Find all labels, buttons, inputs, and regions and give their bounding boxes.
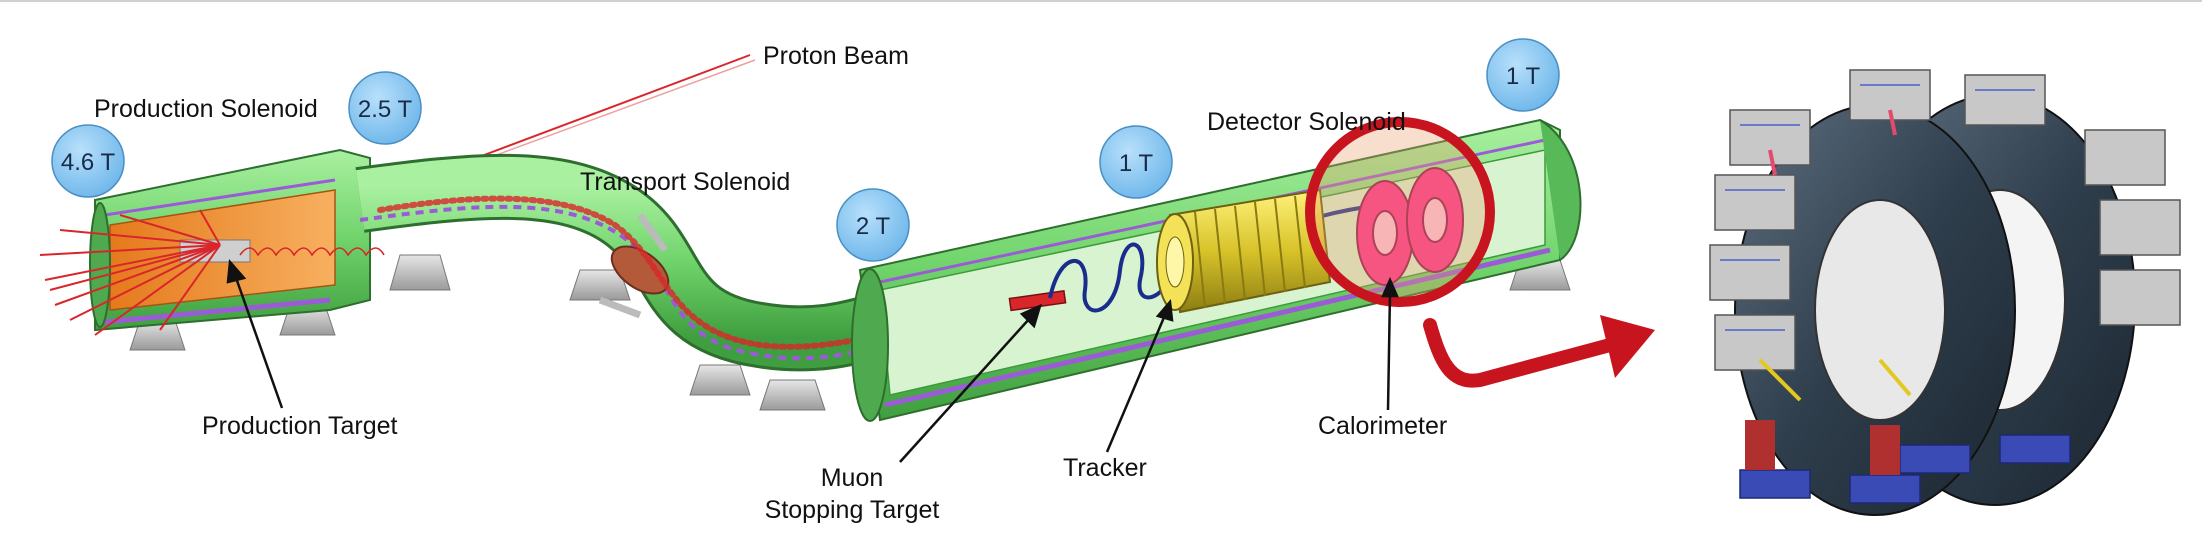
badge-value: 2 T xyxy=(856,213,891,240)
badge-value: 4.6 T xyxy=(61,149,116,176)
label-proton-beam: Proton Beam xyxy=(763,42,909,70)
label-detector-solenoid: Detector Solenoid xyxy=(1207,108,1406,136)
field-badge-production-inner: 4.6 T xyxy=(51,124,125,198)
field-badge-production-outer: 2.5 T xyxy=(348,71,422,145)
badge-value: 2.5 T xyxy=(358,96,413,123)
badge-value: 1 T xyxy=(1119,150,1154,177)
calorimeter-discs xyxy=(1356,167,1464,286)
field-badge-detector-mid: 1 T xyxy=(1099,125,1173,199)
label-calorimeter: Calorimeter xyxy=(1318,412,1447,440)
label-stopping-target: Stopping Target xyxy=(765,496,940,524)
label-pointers xyxy=(226,259,1399,463)
calorimeter-highlight xyxy=(1305,117,1655,388)
label-production-solenoid: Production Solenoid xyxy=(94,95,318,123)
calorimeter-detail xyxy=(1709,69,2181,516)
transport-solenoid xyxy=(355,153,904,411)
field-badge-transport-end: 2 T xyxy=(836,188,910,262)
label-tracker: Tracker xyxy=(1063,454,1147,482)
badge-value: 1 T xyxy=(1506,63,1541,90)
label-muon: Muon xyxy=(821,464,884,492)
tracker xyxy=(1156,188,1332,314)
field-badge-detector-end: 1 T xyxy=(1486,38,1560,112)
label-production-target: Production Target xyxy=(202,412,398,440)
label-transport-solenoid: Transport Solenoid xyxy=(580,168,790,196)
production-shower xyxy=(39,209,221,336)
